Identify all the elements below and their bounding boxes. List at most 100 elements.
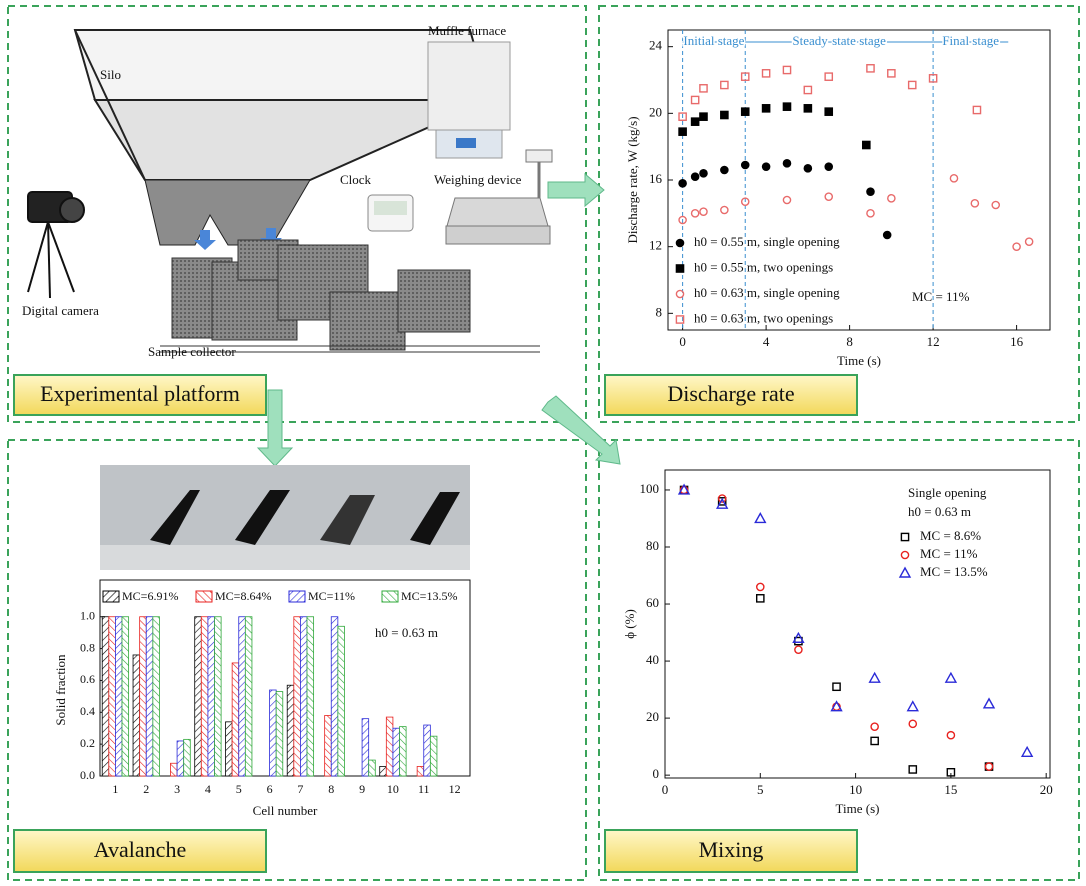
point	[720, 205, 729, 215]
point	[690, 172, 700, 181]
point	[898, 566, 912, 578]
x-tick-label: 6	[267, 782, 273, 796]
bar	[306, 616, 315, 777]
annotation: MC = 11%	[912, 289, 970, 304]
point	[699, 207, 708, 216]
legend-swatch	[381, 590, 399, 603]
x-tick-label: 4	[205, 782, 211, 796]
point	[755, 582, 765, 592]
point	[908, 719, 918, 729]
x-axis-label: Time (s)	[837, 353, 881, 368]
x-tick-label: 20	[1040, 782, 1053, 797]
point	[792, 631, 805, 643]
y-tick-label: 0	[653, 766, 660, 781]
point	[761, 162, 771, 171]
legend-label: MC=6.91%	[122, 589, 178, 603]
point	[675, 238, 685, 248]
legend-label: MC=11%	[308, 589, 355, 603]
legend-label: MC=13.5%	[401, 589, 457, 603]
point	[866, 64, 875, 73]
bar	[293, 616, 301, 777]
label-camera: Digital camera	[22, 303, 99, 318]
point	[991, 200, 1001, 210]
point	[870, 722, 879, 731]
bar	[385, 716, 394, 777]
stage-label: Initial stage	[683, 33, 744, 48]
point	[824, 162, 834, 171]
bar	[194, 616, 202, 777]
bar	[275, 691, 284, 777]
point	[678, 127, 687, 136]
bar	[361, 718, 370, 777]
x-tick-label: 9	[359, 782, 365, 796]
point	[984, 762, 994, 771]
x-tick-label: 8	[846, 334, 853, 349]
x-tick-label: 12	[927, 334, 940, 349]
stage-label: Steady-state stage	[792, 33, 886, 48]
x-axis-label: Time (s)	[836, 801, 880, 816]
x-tick-label: 7	[297, 782, 303, 796]
x-tick-label: 15	[944, 782, 957, 797]
y-tick-label: 100	[640, 481, 660, 496]
bar	[324, 715, 332, 777]
point	[946, 767, 956, 777]
label-clock: Clock	[340, 172, 372, 187]
bar	[392, 727, 400, 777]
x-tick-label: 2	[143, 782, 149, 796]
point	[830, 700, 843, 712]
y-tick-label: 60	[646, 595, 659, 610]
point	[1020, 745, 1034, 758]
point	[717, 494, 727, 503]
panel-label: Experimental platform	[40, 381, 240, 406]
point	[906, 700, 919, 712]
point	[740, 72, 750, 81]
y-tick-label: 0.0	[80, 768, 95, 782]
arrows	[256, 172, 621, 467]
legend-swatch	[288, 590, 306, 603]
point	[782, 195, 792, 205]
panel-label: Avalanche	[94, 837, 186, 862]
point	[832, 682, 841, 692]
point	[824, 192, 834, 201]
x-tick-label: 0	[679, 334, 686, 349]
bar	[423, 724, 431, 777]
x-tick-label: 4	[763, 334, 770, 349]
y-tick-label: 20	[649, 104, 662, 119]
point	[715, 497, 729, 509]
clock	[367, 194, 414, 232]
legend-label: MC = 11%	[920, 546, 978, 561]
point	[717, 497, 727, 506]
x-tick-label: 10	[387, 782, 399, 796]
bar	[176, 740, 185, 777]
y-tick-label: 80	[646, 538, 659, 553]
x-tick-label: 12	[449, 782, 461, 796]
bar	[269, 689, 277, 777]
point	[720, 110, 729, 120]
point	[690, 117, 700, 126]
x-tick-label: 5	[236, 782, 242, 796]
bar	[225, 721, 233, 777]
bar	[238, 616, 246, 777]
bar	[183, 738, 191, 777]
point	[675, 264, 685, 273]
legend-swatch	[195, 590, 213, 603]
scale	[445, 149, 553, 245]
collectors	[171, 239, 471, 351]
y-axis-label: Discharge rate, W (kg/s)	[625, 116, 640, 243]
furnace	[427, 41, 511, 159]
point	[868, 671, 881, 683]
point	[740, 160, 750, 170]
point	[678, 215, 687, 225]
point	[782, 159, 792, 168]
point	[803, 164, 813, 173]
bar	[139, 616, 147, 777]
bar	[429, 735, 438, 777]
point	[740, 197, 750, 206]
conveyor	[160, 345, 540, 353]
point	[900, 550, 910, 560]
x-tick-label: 8	[328, 782, 334, 796]
y-tick-label: 40	[646, 652, 659, 667]
bar	[244, 616, 253, 777]
point	[782, 65, 792, 75]
